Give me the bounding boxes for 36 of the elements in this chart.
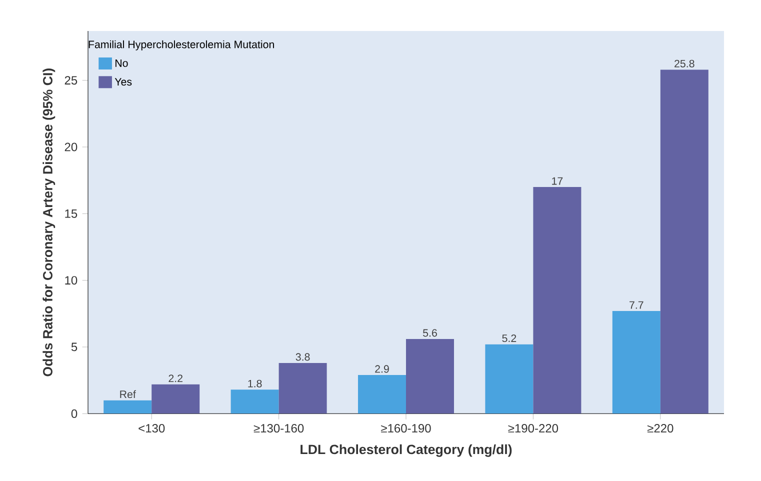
data-label: 3.8 (296, 353, 310, 361)
data-label: 7.7 (630, 301, 644, 309)
bar (533, 186, 582, 414)
y-tick-label: 15 (65, 209, 78, 218)
y-tick-label: 10 (65, 276, 78, 285)
bar (485, 344, 534, 414)
x-tick-label: <130 (138, 424, 165, 433)
bar (612, 310, 660, 414)
x-tick-label: ≥220 (647, 424, 674, 433)
bar (104, 400, 152, 414)
legend-label: No (116, 59, 128, 67)
x-tick-label: ≥160-190 (381, 424, 431, 433)
data-label: 2.2 (168, 374, 182, 382)
bar (406, 338, 454, 414)
bar (230, 390, 279, 414)
bar (278, 362, 327, 414)
x-tick-label: ≥190-220 (508, 424, 558, 433)
data-label: 5.2 (502, 334, 516, 342)
data-label: 2.9 (375, 365, 389, 373)
data-label: 1.8 (248, 380, 262, 388)
y-tick-label: 25 (64, 76, 78, 85)
y-tick-label: 0 (71, 409, 78, 418)
data-label: 25.8 (674, 60, 694, 68)
x-axis-title: LDL Cholesterol Category (mg/dl) (300, 444, 512, 457)
y-tick-label: 5 (71, 342, 78, 352)
data-label: Ref (120, 390, 136, 398)
bar (152, 384, 200, 414)
y-tick-label: 20 (64, 142, 78, 152)
legend-label: Yes (114, 78, 132, 86)
bar (660, 70, 708, 414)
legend-title: Familial Hypercholesterolemia Mutation (88, 40, 274, 50)
y-axis-title: Odds Ratio for Coronary Artery Disease (95% CI) (42, 68, 56, 376)
x-tick-label: ≥130-160 (254, 424, 304, 433)
data-label: 17 (552, 177, 563, 185)
data-label: 5.6 (423, 329, 437, 337)
bar (358, 374, 406, 414)
